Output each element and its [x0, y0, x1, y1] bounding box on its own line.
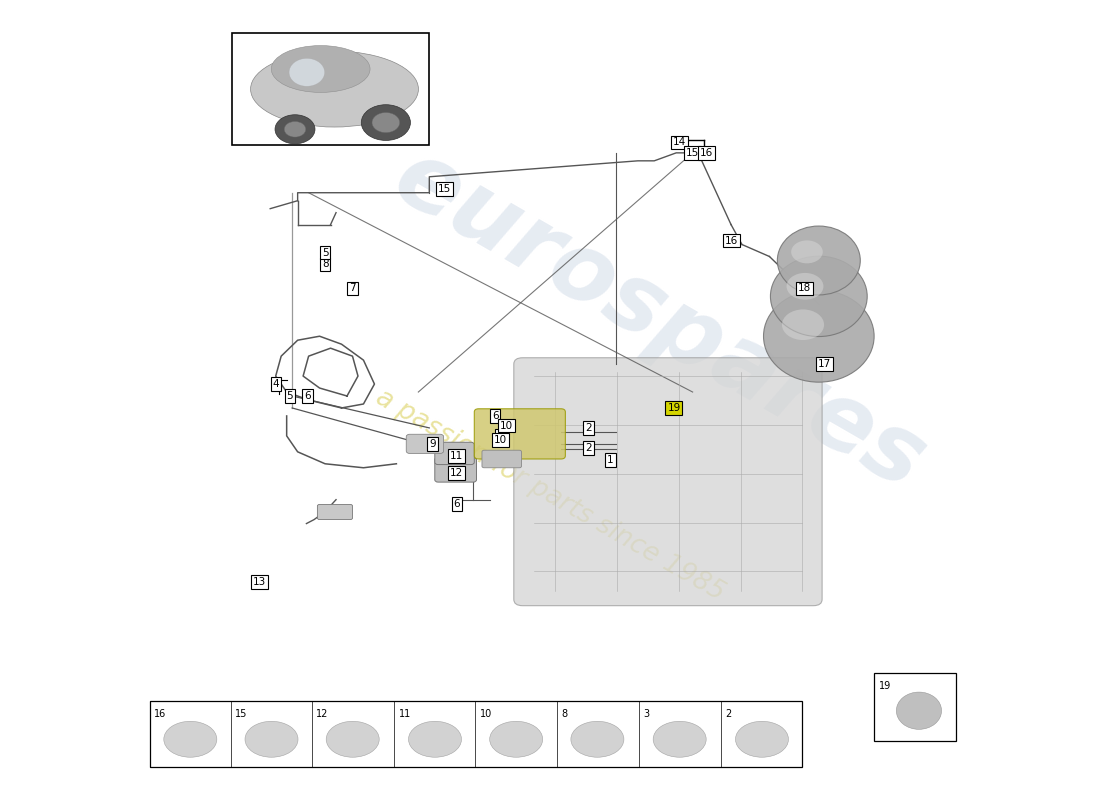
Text: 16: 16: [154, 710, 166, 719]
Bar: [232, 34, 429, 145]
Circle shape: [284, 122, 306, 137]
Text: 13: 13: [253, 577, 266, 586]
FancyBboxPatch shape: [474, 409, 565, 459]
Text: 6: 6: [492, 411, 498, 421]
Text: 15: 15: [235, 710, 248, 719]
Ellipse shape: [272, 46, 370, 93]
Circle shape: [361, 105, 410, 141]
Ellipse shape: [408, 722, 462, 758]
Ellipse shape: [571, 722, 624, 758]
Text: 4: 4: [273, 379, 279, 389]
Text: 6: 6: [305, 391, 311, 401]
Ellipse shape: [164, 722, 217, 758]
Bar: [873, 674, 956, 742]
Text: 10: 10: [494, 435, 507, 445]
FancyBboxPatch shape: [406, 434, 443, 454]
Ellipse shape: [770, 256, 867, 337]
Text: a passion for parts since 1985: a passion for parts since 1985: [371, 385, 729, 606]
Text: 14: 14: [673, 138, 686, 147]
Text: 12: 12: [450, 468, 463, 478]
Ellipse shape: [490, 722, 542, 758]
Ellipse shape: [786, 273, 824, 300]
Text: 15: 15: [438, 184, 451, 194]
Text: 3: 3: [644, 710, 649, 719]
Text: 11: 11: [398, 710, 410, 719]
FancyBboxPatch shape: [434, 458, 476, 482]
Text: 16: 16: [701, 148, 714, 158]
Text: eurospares: eurospares: [378, 131, 942, 510]
Ellipse shape: [251, 51, 418, 127]
FancyBboxPatch shape: [318, 505, 352, 519]
Ellipse shape: [896, 692, 942, 730]
Text: 8: 8: [561, 710, 568, 719]
Text: 8: 8: [322, 259, 329, 270]
Text: 5: 5: [322, 247, 329, 258]
Text: 9: 9: [429, 439, 436, 449]
Ellipse shape: [791, 240, 823, 263]
FancyBboxPatch shape: [514, 358, 822, 606]
Text: 17: 17: [817, 359, 830, 369]
Text: 2: 2: [585, 443, 592, 453]
Text: 11: 11: [450, 451, 463, 461]
Text: 10: 10: [480, 710, 492, 719]
Text: 6: 6: [453, 498, 460, 509]
Bar: [150, 702, 802, 766]
Text: 10: 10: [499, 421, 513, 430]
FancyBboxPatch shape: [434, 442, 474, 465]
Ellipse shape: [245, 722, 298, 758]
Text: 7: 7: [349, 283, 355, 294]
Text: 1: 1: [607, 454, 614, 465]
Text: 19: 19: [668, 403, 681, 413]
Text: 18: 18: [798, 283, 811, 294]
Text: 2: 2: [585, 423, 592, 433]
Ellipse shape: [778, 226, 860, 295]
Circle shape: [372, 113, 399, 133]
Ellipse shape: [782, 310, 824, 340]
Text: 19: 19: [879, 682, 891, 691]
Ellipse shape: [289, 58, 324, 86]
Text: 5: 5: [287, 391, 294, 401]
Text: 12: 12: [317, 710, 329, 719]
Text: 16: 16: [725, 235, 738, 246]
Ellipse shape: [763, 290, 875, 382]
Text: 15: 15: [686, 148, 700, 158]
FancyBboxPatch shape: [482, 450, 521, 468]
Ellipse shape: [736, 722, 789, 758]
Circle shape: [275, 114, 315, 144]
Text: 2: 2: [726, 710, 732, 719]
Ellipse shape: [327, 722, 380, 758]
Text: 3: 3: [497, 431, 504, 441]
Ellipse shape: [653, 722, 706, 758]
